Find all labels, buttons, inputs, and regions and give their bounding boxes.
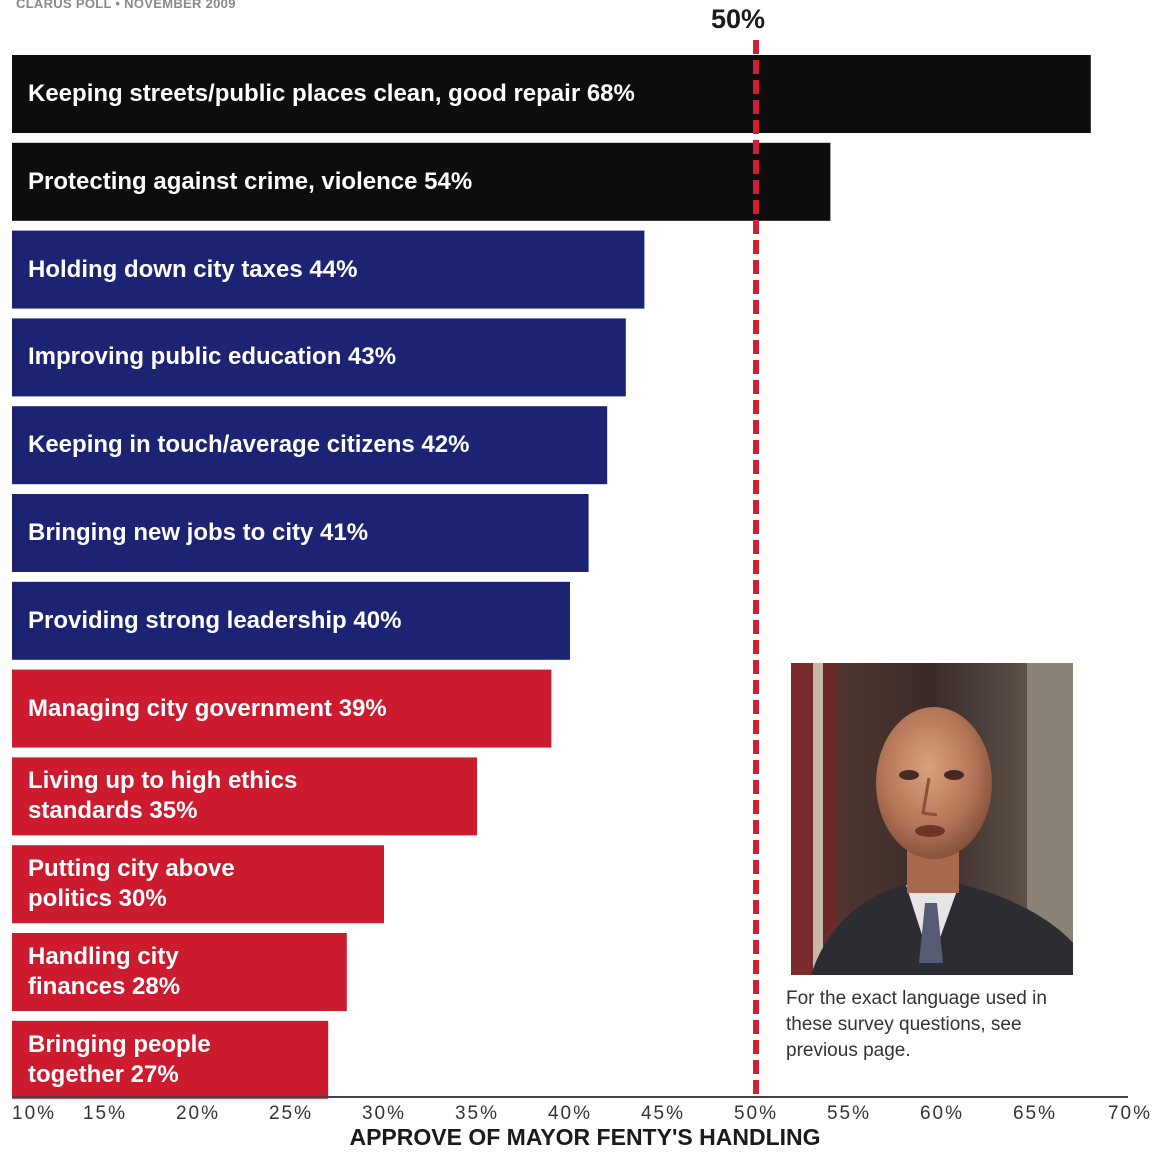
x-axis-title: APPROVE OF MAYOR FENTY'S HANDLING [349, 1124, 821, 1150]
x-tick-label: 65% [1013, 1103, 1057, 1124]
bar-label: Improving public education 43% [28, 343, 397, 371]
bars-group [12, 55, 1091, 1099]
x-tick-label: 25% [269, 1103, 313, 1124]
bar [12, 933, 347, 1011]
bar [12, 757, 477, 836]
bar [12, 1020, 329, 1099]
bar [12, 494, 589, 572]
photo-caption: For the exact language used in these sur… [786, 988, 1047, 1061]
source-line: CLARUS POLL • NOVEMBER 2009 [16, 0, 236, 11]
bar [12, 845, 384, 924]
bar [12, 406, 608, 485]
x-tick-label: 35% [455, 1103, 499, 1124]
bar-label: Protecting against crime, violence 54% [28, 167, 473, 195]
x-axis-ticks: 10% 15% 20% 25% 30% 35% 40% 45% 50% 55% 60% 65% 70% [12, 1103, 1152, 1124]
bar-label: Handling city finances 28% [28, 943, 181, 1000]
x-tick-label: 60% [920, 1103, 964, 1124]
mayor-portrait-photo [791, 663, 1073, 975]
bar [12, 669, 552, 748]
bar-label: Bringing people together 27% [28, 1030, 211, 1088]
x-tick-label: 20% [176, 1103, 220, 1124]
bar-label: Living up to high ethics standards 35% [28, 767, 298, 825]
bar [12, 142, 831, 221]
x-tick-label: 40% [548, 1103, 592, 1124]
bar [12, 581, 570, 660]
bar-label: Managing city government 39% [28, 694, 387, 722]
bar-label: Keeping in touch/average citizens 42% [28, 431, 470, 459]
bar-label: Keeping streets/public places clean, goo… [28, 80, 635, 107]
x-tick-label: 15% [83, 1103, 127, 1124]
bar [12, 55, 1091, 133]
x-tick-label: 45% [641, 1103, 685, 1124]
bar-label: Holding down city taxes 44% [28, 255, 358, 283]
x-tick-label: 10% [12, 1103, 56, 1124]
bar-label: Bringing new jobs to city 41% [28, 519, 369, 546]
x-tick-label: 50% [734, 1103, 778, 1124]
reference-line-label: 50% [710, 4, 766, 34]
x-tick-label: 55% [827, 1103, 871, 1124]
mayor-portrait-icon [791, 663, 1073, 975]
bar [12, 230, 645, 309]
bar [12, 318, 626, 397]
bar-label: Providing strong leadership 40% [28, 606, 402, 634]
x-tick-label: 70% [1108, 1103, 1152, 1124]
bar-label: Putting city above politics 30% [28, 855, 235, 913]
x-tick-label: 30% [362, 1103, 406, 1124]
